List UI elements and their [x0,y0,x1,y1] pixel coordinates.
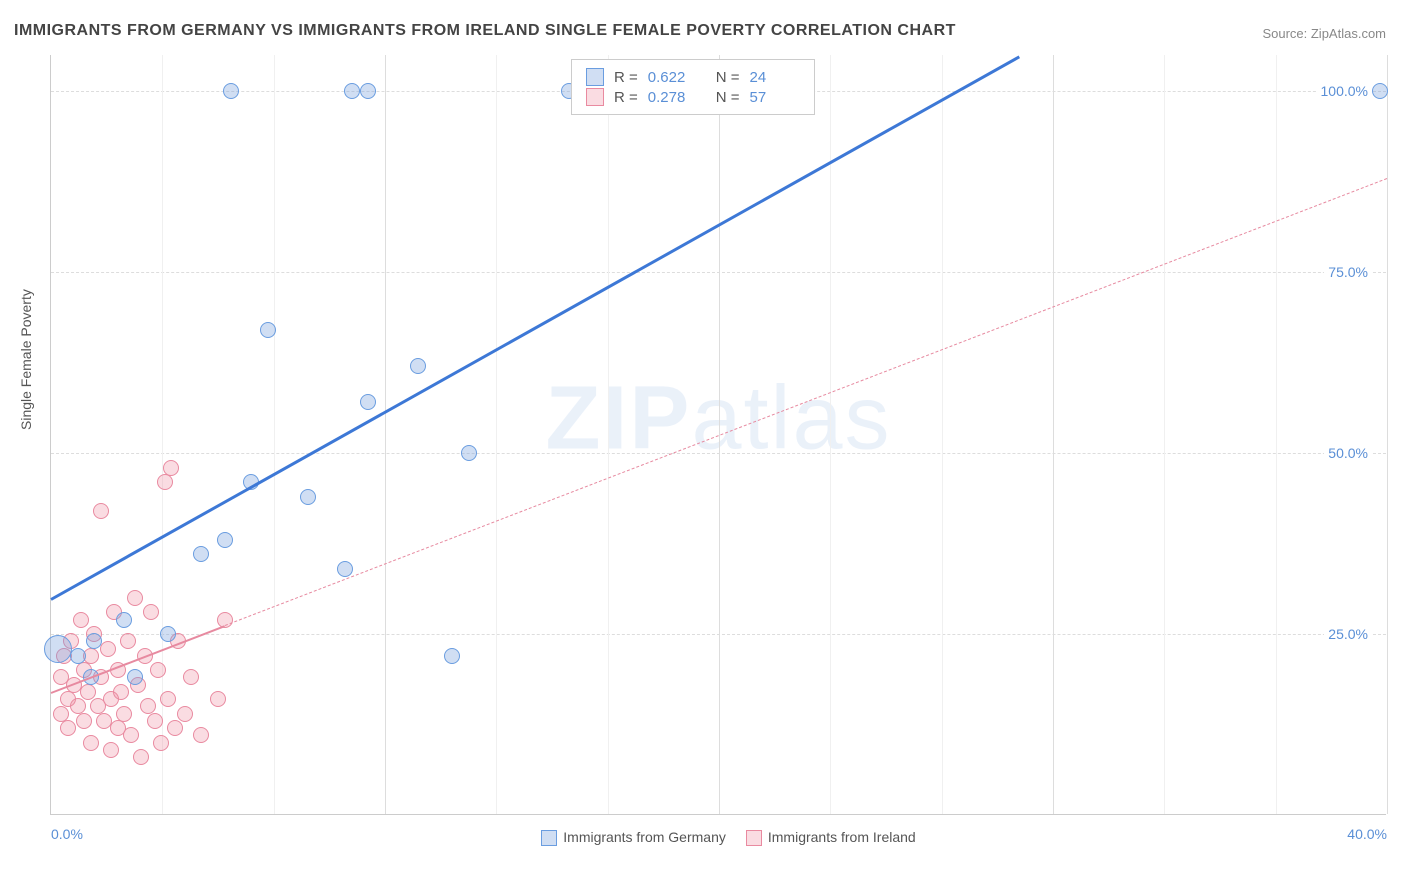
scatter-point-ireland [150,662,166,678]
legend-swatch-germany [586,68,604,86]
scatter-point-germany [1372,83,1388,99]
chart-container: IMMIGRANTS FROM GERMANY VS IMMIGRANTS FR… [0,0,1406,892]
y-tick-label: 75.0% [1324,264,1372,280]
scatter-point-ireland [120,633,136,649]
legend-series-label: Immigrants from Germany [563,829,726,845]
gridline-vertical-minor [942,55,943,814]
scatter-point-germany [70,648,86,664]
scatter-point-ireland [167,720,183,736]
scatter-point-ireland [153,735,169,751]
scatter-point-germany [444,648,460,664]
scatter-point-germany [223,83,239,99]
legend-n-value: 57 [750,89,800,106]
gridline-vertical-minor [608,55,609,814]
legend-swatch-germany [541,830,557,846]
gridline-vertical-major [1387,55,1388,814]
scatter-point-germany [116,612,132,628]
scatter-point-ireland [133,749,149,765]
scatter-point-germany [410,358,426,374]
scatter-point-ireland [193,727,209,743]
scatter-point-ireland [93,503,109,519]
scatter-point-ireland [60,720,76,736]
scatter-point-ireland [157,474,173,490]
legend-r-value: 0.622 [648,69,698,86]
scatter-point-germany [461,445,477,461]
gridline-vertical-minor [1164,55,1165,814]
legend-swatch-ireland [746,830,762,846]
scatter-point-ireland [210,691,226,707]
gridline-vertical-minor [274,55,275,814]
gridline-vertical-major [1053,55,1054,814]
legend-r-label: R = [614,89,638,106]
scatter-point-germany [44,635,72,663]
scatter-point-ireland [76,713,92,729]
scatter-point-ireland [183,669,199,685]
gridline-vertical-major [385,55,386,814]
scatter-point-ireland [160,691,176,707]
scatter-point-ireland [143,604,159,620]
scatter-point-germany [344,83,360,99]
y-axis-title: Single Female Poverty [18,289,34,430]
y-tick-label: 50.0% [1324,445,1372,461]
correlation-legend: R = 0.622 N = 24 R = 0.278 N = 57 [571,59,815,115]
legend-r-label: R = [614,69,638,86]
gridline-vertical-minor [496,55,497,814]
trendline-germany [50,55,1020,600]
scatter-point-germany [193,546,209,562]
scatter-point-germany [86,633,102,649]
scatter-point-ireland [177,706,193,722]
correlation-legend-row: R = 0.622 N = 24 [586,68,800,86]
gridline-vertical-minor [1276,55,1277,814]
legend-swatch-ireland [586,88,604,106]
correlation-legend-row: R = 0.278 N = 57 [586,88,800,106]
plot-area: ZIPatlas 25.0%50.0%75.0%100.0%0.0%40.0%R… [50,55,1386,815]
y-tick-label: 100.0% [1317,83,1372,99]
scatter-point-ireland [103,742,119,758]
scatter-point-germany [160,626,176,642]
scatter-point-germany [337,561,353,577]
scatter-point-ireland [116,706,132,722]
scatter-point-germany [217,532,233,548]
scatter-point-germany [360,83,376,99]
y-tick-label: 25.0% [1324,626,1372,642]
chart-title: IMMIGRANTS FROM GERMANY VS IMMIGRANTS FR… [14,22,956,40]
scatter-point-germany [260,322,276,338]
series-legend: Immigrants from Germany Immigrants from I… [51,829,1386,846]
scatter-point-ireland [163,460,179,476]
scatter-point-ireland [113,684,129,700]
legend-n-label: N = [716,89,740,106]
legend-r-value: 0.278 [648,89,698,106]
gridline-vertical-minor [830,55,831,814]
scatter-point-ireland [127,590,143,606]
scatter-point-germany [360,394,376,410]
scatter-point-ireland [80,684,96,700]
scatter-point-ireland [83,735,99,751]
legend-n-label: N = [716,69,740,86]
source-attribution: Source: ZipAtlas.com [1262,26,1386,41]
scatter-point-ireland [147,713,163,729]
scatter-point-ireland [123,727,139,743]
legend-n-value: 24 [750,69,800,86]
scatter-point-germany [127,669,143,685]
scatter-point-ireland [73,612,89,628]
scatter-point-germany [300,489,316,505]
legend-series-label: Immigrants from Ireland [768,829,916,845]
